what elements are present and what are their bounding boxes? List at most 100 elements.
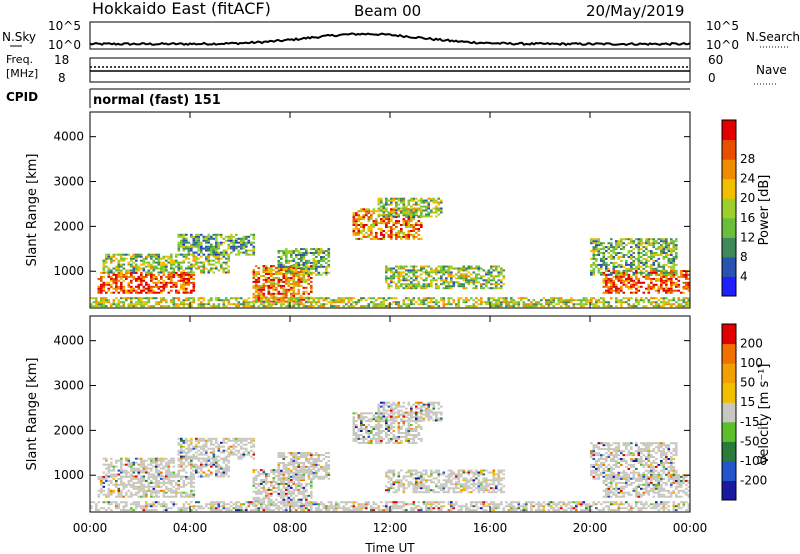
echo-cell — [642, 263, 646, 266]
echo-cell — [660, 273, 663, 276]
echo-cell — [325, 473, 328, 476]
echo-cell — [445, 285, 448, 288]
echo-cell — [437, 213, 441, 216]
echo-cell — [170, 475, 173, 478]
echo-cell — [155, 491, 158, 494]
echo-cell — [297, 277, 301, 279]
echo-cell — [177, 463, 181, 466]
echo-cell — [322, 305, 326, 308]
echo-cell — [300, 461, 303, 464]
echo-cell — [597, 244, 601, 247]
echo-cell — [620, 299, 623, 302]
echo-cell — [140, 301, 143, 304]
echo-cell — [402, 287, 406, 290]
echo-cell — [642, 254, 646, 256]
echo-cell — [147, 291, 151, 294]
echo-cell — [402, 218, 406, 221]
echo-cell — [300, 486, 303, 489]
echo-cell — [140, 487, 143, 490]
echo-cell — [230, 245, 233, 248]
echo-cell — [122, 263, 126, 266]
echo-cell — [647, 287, 651, 290]
echo-cell — [632, 303, 636, 306]
echo-cell — [392, 277, 396, 280]
echo-cell — [150, 463, 153, 466]
echo-cell — [610, 289, 613, 292]
echo-cell — [142, 459, 146, 462]
echo-cell — [360, 297, 363, 300]
echo-cell — [192, 285, 196, 288]
echo-cell — [612, 257, 616, 260]
echo-cell — [640, 259, 643, 262]
echo-cell — [185, 439, 188, 442]
echo-cell — [597, 238, 601, 241]
echo-cell — [285, 275, 288, 277]
echo-cell — [677, 297, 681, 300]
echo-cell — [217, 469, 221, 472]
echo-cell — [497, 287, 501, 290]
echo-cell — [242, 451, 246, 454]
echo-cell — [670, 265, 673, 268]
echo-cell — [142, 275, 146, 278]
echo-cell — [440, 297, 443, 300]
echo-cell — [662, 301, 666, 304]
echo-cell — [192, 445, 196, 448]
echo-cell — [422, 265, 426, 268]
echo-cell — [182, 481, 186, 484]
echo-cell — [122, 297, 126, 300]
echo-cell — [260, 486, 263, 489]
echo-cell — [237, 237, 241, 240]
echo-cell — [527, 303, 531, 306]
echo-cell — [422, 209, 426, 212]
echo-cell — [375, 420, 378, 423]
echo-cell — [137, 467, 141, 470]
echo-cell — [275, 303, 278, 306]
echo-cell — [172, 271, 176, 274]
echo-cell — [195, 467, 198, 470]
echo-cell — [427, 301, 431, 304]
echo-cell — [302, 454, 306, 457]
echo-cell — [145, 261, 148, 264]
echo-cell — [125, 463, 128, 466]
echo-cell — [592, 305, 596, 308]
echo-cell — [272, 288, 276, 291]
echo-cell — [132, 487, 136, 490]
echo-cell — [627, 299, 631, 302]
echo-cell — [105, 253, 108, 256]
echo-cell — [352, 222, 356, 225]
echo-cell — [297, 475, 301, 477]
echo-cell — [440, 207, 443, 210]
echo-cell — [417, 297, 421, 300]
echo-cell — [225, 441, 228, 444]
y-tick-label: 1000 — [53, 264, 84, 278]
echo-cell — [177, 485, 181, 488]
echo-cell — [372, 220, 376, 223]
echo-cell — [272, 479, 276, 481]
echo-cell — [102, 305, 106, 308]
echo-cell — [152, 281, 156, 284]
echo-cell — [650, 287, 653, 290]
echo-cell — [197, 243, 201, 246]
echo-cell — [657, 238, 661, 241]
echo-cell — [590, 299, 593, 302]
echo-cell — [112, 281, 116, 284]
echo-cell — [360, 226, 363, 228]
echo-cell — [260, 290, 263, 293]
echo-cell — [225, 267, 228, 270]
echo-cell — [182, 287, 186, 290]
echo-cell — [177, 299, 181, 302]
echo-cell — [590, 250, 593, 253]
echo-cell — [205, 245, 208, 248]
echo-cell — [637, 238, 641, 241]
echo-cell — [315, 475, 318, 478]
echo-cell — [670, 285, 673, 288]
echo-cell — [620, 259, 623, 262]
echo-cell — [105, 255, 108, 258]
echo-cell — [150, 271, 153, 274]
echo-cell — [632, 263, 636, 266]
echo-cell — [185, 237, 188, 240]
echo-cell — [632, 248, 636, 251]
echo-cell — [490, 271, 493, 274]
echo-cell — [377, 209, 381, 212]
echo-cell — [190, 489, 193, 492]
